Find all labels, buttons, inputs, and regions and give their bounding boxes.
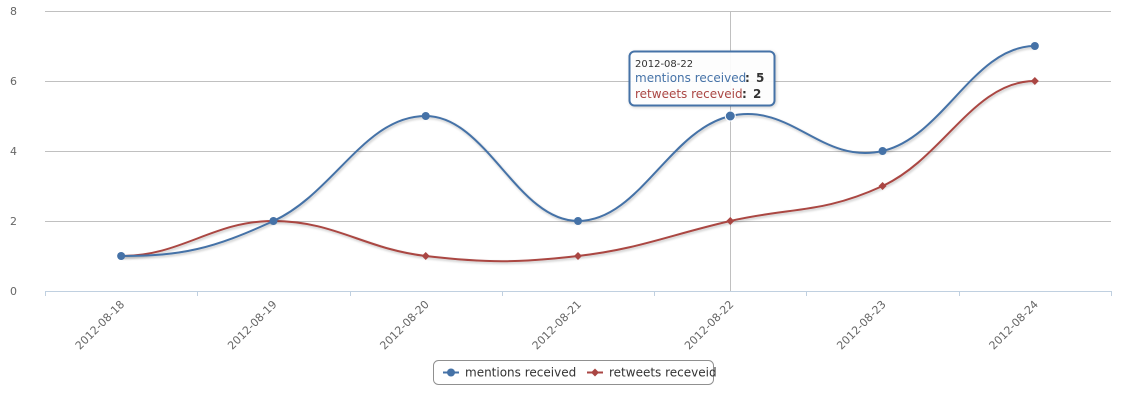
data-point <box>574 252 582 260</box>
legend-label: mentions received <box>465 366 576 380</box>
y-tick-label: 6 <box>10 75 17 88</box>
series-mentions-received <box>117 42 1039 260</box>
data-point <box>1030 77 1039 85</box>
data-point <box>421 252 430 260</box>
tooltip-series-name: mentions received <box>635 71 746 85</box>
series-line <box>121 80 1035 263</box>
y-tick-label: 2 <box>10 215 17 228</box>
x-tick-label: 2012-08-20 <box>377 298 431 352</box>
x-tick-label: 2012-08-21 <box>530 298 584 352</box>
series <box>117 42 1039 263</box>
data-point <box>574 217 582 225</box>
legend-marker-diamond-icon <box>591 368 599 377</box>
axes: 0 2 4 6 8 2012-08-18 2012-08-19 2012-08-20 2012-… <box>10 5 1112 352</box>
y-tick-label: 4 <box>10 145 17 158</box>
tooltip-series-name: retweets receveid <box>635 87 743 101</box>
tooltip-box <box>628 50 776 107</box>
tooltip-date: 2012-08-22 <box>635 59 693 70</box>
x-tick-label: 2012-08-23 <box>834 298 888 352</box>
legend-label: retweets receveid <box>609 366 717 380</box>
grid <box>45 11 1111 222</box>
x-tick-label: 2012-08-22 <box>682 298 736 352</box>
data-point <box>1030 42 1039 50</box>
data-point <box>878 147 887 155</box>
x-tick-label: 2012-08-19 <box>225 298 279 352</box>
x-tick-label: 2012-08-18 <box>73 298 127 352</box>
legend-marker-circle-icon <box>447 368 455 377</box>
data-point <box>878 182 887 190</box>
data-point <box>726 217 735 225</box>
legend-item-mentions-received[interactable]: mentions received <box>443 366 576 380</box>
data-point <box>269 217 278 225</box>
data-point <box>117 252 126 260</box>
tooltip-value: 2 <box>753 87 761 101</box>
legend[interactable]: mentions received retweets receveid <box>433 360 717 385</box>
tooltip-colon: : <box>745 71 750 85</box>
tooltip-colon: : <box>742 87 747 101</box>
y-tick-label: 8 <box>10 5 17 18</box>
y-tick-label: 0 <box>10 285 17 298</box>
legend-box <box>433 360 714 385</box>
data-point <box>724 110 736 122</box>
tooltip-value: 5 <box>756 71 764 85</box>
series-retweets-receveid <box>117 77 1039 263</box>
legend-item-retweets-receveid[interactable]: retweets receveid <box>587 366 717 380</box>
data-point <box>421 112 430 120</box>
x-tick-label: 2012-08-24 <box>987 298 1041 352</box>
